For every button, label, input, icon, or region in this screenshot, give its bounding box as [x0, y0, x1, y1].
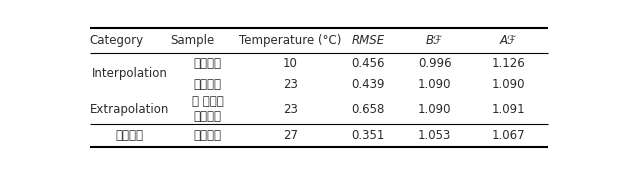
Text: 1.090: 1.090: [418, 103, 451, 116]
Text: 1.126: 1.126: [491, 57, 525, 70]
Text: Sample: Sample: [170, 34, 214, 47]
Text: Bℱ: Bℱ: [426, 34, 443, 47]
Text: 0.996: 0.996: [418, 57, 451, 70]
Text: Category: Category: [89, 34, 144, 47]
Text: 1.053: 1.053: [418, 129, 451, 142]
Text: 우렁파이: 우렁파이: [194, 57, 222, 70]
Text: 0.456: 0.456: [351, 57, 385, 70]
Text: 교차검증: 교차검증: [116, 129, 144, 142]
Text: 타 브랜드
우렁파이: 타 브랜드 우렁파이: [192, 95, 224, 123]
Text: Temperature (°C): Temperature (°C): [239, 34, 342, 47]
Text: Aℱ: Aℱ: [499, 34, 517, 47]
Text: 0.658: 0.658: [351, 103, 385, 116]
Text: 1.090: 1.090: [491, 78, 525, 91]
Text: 1.067: 1.067: [491, 129, 525, 142]
Text: RMSE: RMSE: [351, 34, 385, 47]
Text: 0.439: 0.439: [351, 78, 385, 91]
Text: Extrapolation: Extrapolation: [90, 103, 170, 116]
Text: 우렁파이: 우렁파이: [194, 78, 222, 91]
Text: 10: 10: [283, 57, 297, 70]
Text: 23: 23: [283, 103, 297, 116]
Text: 23: 23: [283, 78, 297, 91]
Text: Interpolation: Interpolation: [92, 67, 168, 80]
Text: 교차검증: 교차검증: [194, 129, 222, 142]
Text: 1.091: 1.091: [491, 103, 525, 116]
Text: 1.090: 1.090: [418, 78, 451, 91]
Text: 27: 27: [283, 129, 298, 142]
Text: 0.351: 0.351: [351, 129, 385, 142]
